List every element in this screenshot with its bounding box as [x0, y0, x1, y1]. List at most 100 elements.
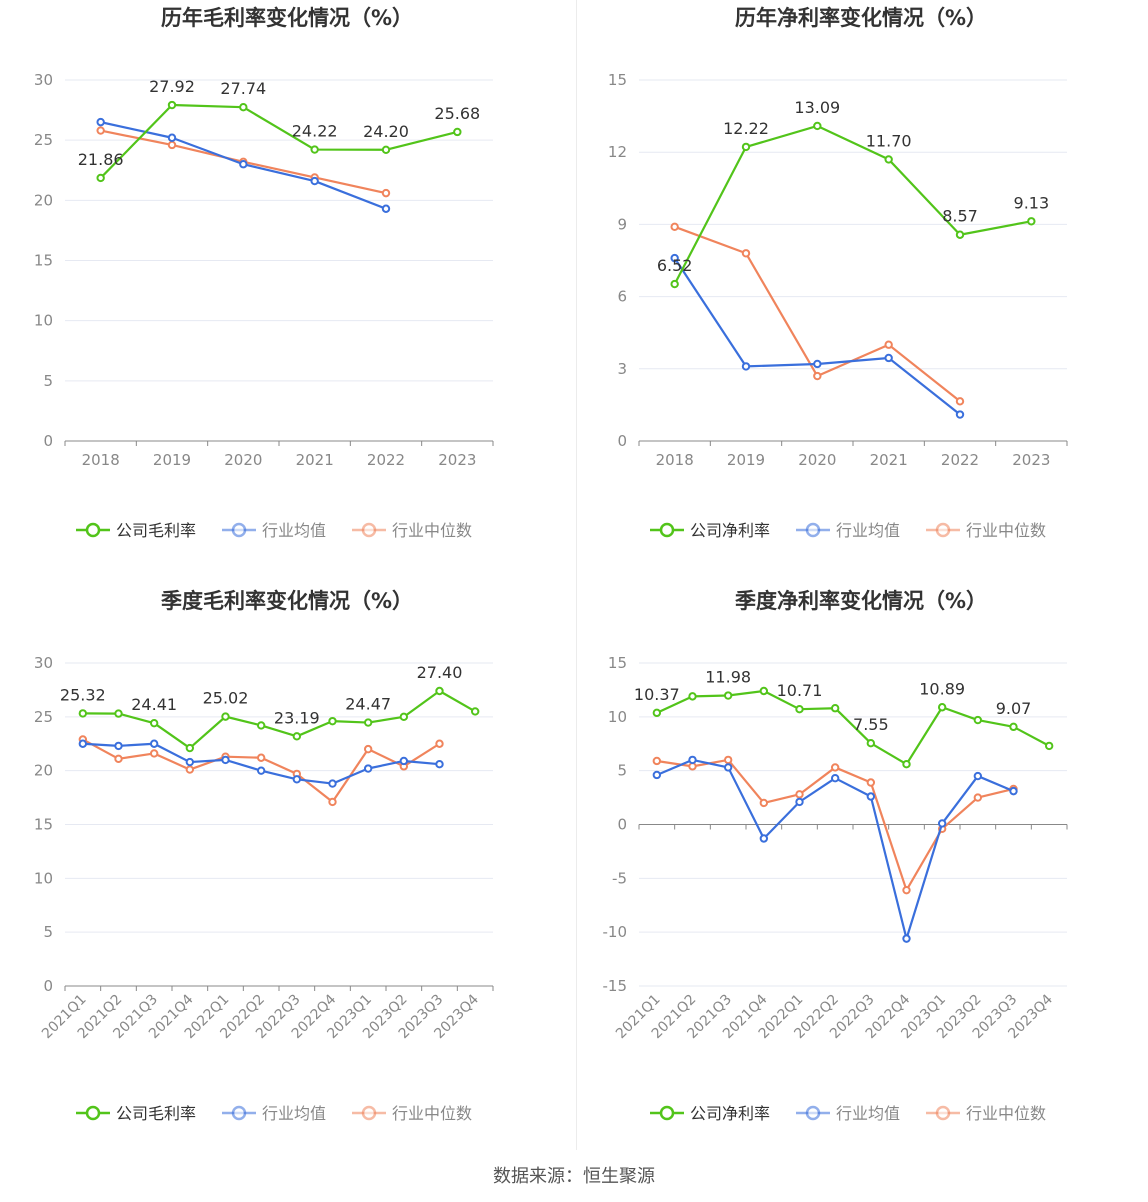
data-point	[902, 885, 911, 895]
series-line-0	[99, 103, 458, 179]
legend-label: 公司毛利率	[116, 521, 196, 540]
legend-marker	[805, 1105, 821, 1121]
data-point	[652, 708, 662, 718]
data-label: 7.55	[853, 715, 889, 734]
data-point	[670, 279, 679, 289]
data-point	[688, 762, 697, 771]
data-point	[795, 797, 804, 807]
x-tick-label: 2020	[798, 451, 836, 469]
data-point	[328, 797, 337, 807]
data-point	[292, 732, 302, 741]
data-point	[866, 792, 876, 801]
data-point	[973, 793, 983, 802]
data-point	[795, 790, 804, 799]
x-tick-label: 2019	[153, 451, 191, 469]
series-line-1	[82, 742, 440, 785]
data-point	[688, 692, 697, 701]
y-tick-label: 0	[617, 432, 627, 450]
data-point	[167, 140, 177, 150]
y-tick-label: 3	[617, 360, 627, 378]
data-point	[149, 749, 159, 758]
data-point	[435, 760, 444, 769]
data-label: 10.89	[919, 679, 965, 698]
x-tick-label: 2022	[367, 451, 405, 469]
y-tick-label: 6	[617, 288, 627, 306]
data-point	[670, 222, 679, 232]
legend-label: 行业中位数	[966, 1104, 1046, 1123]
data-point	[96, 173, 105, 183]
legend-item: 行业中位数	[926, 521, 1046, 540]
data-point	[652, 770, 662, 780]
data-label: 24.41	[131, 695, 177, 714]
chart0-svg: 历年毛利率变化情况（%） 0 5 10 15 20 25 30 2018 2019 2020 2021…	[34, 6, 494, 540]
y-tick-label: -5	[612, 869, 627, 887]
y-tick-label: -15	[603, 977, 628, 995]
data-point	[741, 362, 751, 371]
legend-marker	[659, 522, 675, 538]
data-point	[1009, 786, 1018, 796]
data-label: 24.20	[363, 122, 409, 141]
y-tick-label: 15	[34, 252, 53, 270]
y-tick-label: 0	[43, 977, 53, 995]
data-point	[813, 371, 822, 381]
data-point	[795, 704, 804, 714]
legend-item: 公司净利率	[650, 1104, 770, 1123]
legend-label: 公司毛利率	[116, 1104, 196, 1123]
data-point	[937, 819, 947, 828]
y-tick-label: 10	[608, 708, 627, 726]
y-tick-label: 25	[34, 708, 53, 726]
data-point	[78, 739, 88, 748]
data-point	[973, 715, 983, 725]
data-point	[221, 755, 230, 765]
data-point	[830, 704, 840, 713]
legend-marker	[659, 1105, 675, 1121]
chart-title: 历年毛利率变化情况（%）	[161, 6, 413, 30]
data-label: 23.19	[274, 708, 320, 727]
data-point	[1027, 217, 1036, 226]
x-tick-label: 2020	[224, 451, 262, 469]
data-point	[149, 739, 159, 748]
y-tick-label: 30	[34, 71, 53, 89]
legend-marker	[935, 522, 951, 538]
data-point	[399, 756, 409, 766]
data-point	[1044, 741, 1054, 751]
data-point	[1009, 722, 1018, 732]
chart-title: 季度毛利率变化情况（%）	[161, 589, 413, 613]
legend-item: 行业均值	[222, 521, 326, 540]
data-point	[114, 754, 123, 764]
data-point	[435, 686, 444, 696]
data-point	[741, 249, 751, 258]
legend-item: 行业均值	[796, 1104, 900, 1123]
legend-marker	[935, 1105, 951, 1121]
data-point	[328, 779, 337, 788]
legend-marker	[805, 522, 821, 538]
data-point	[688, 755, 697, 765]
data-label: 21.86	[78, 150, 124, 169]
y-tick-label: 0	[43, 432, 53, 450]
data-label: 9.13	[1014, 193, 1050, 212]
data-point	[670, 253, 679, 263]
data-point	[239, 102, 248, 112]
legend-label: 行业均值	[262, 1104, 326, 1123]
data-point	[78, 709, 88, 718]
data-label: 6.52	[657, 256, 693, 275]
data-label: 10.37	[634, 685, 680, 704]
series-line-1	[673, 257, 961, 416]
y-tick-label: 25	[34, 131, 53, 149]
y-tick-label: 15	[34, 816, 53, 834]
x-tick-label: 2021	[870, 451, 908, 469]
data-point	[902, 934, 911, 943]
legend-item: 公司净利率	[650, 521, 770, 540]
chart-title: 季度净利率变化情况（%）	[735, 589, 987, 613]
chart3-svg: 季度净利率变化情况（%）-15-10-50510152021Q12021Q220…	[603, 589, 1068, 1123]
legend-item: 行业均值	[796, 521, 900, 540]
data-point	[381, 145, 391, 154]
legend-item: 行业中位数	[352, 1104, 472, 1123]
series-line-0	[656, 689, 1050, 766]
x-tick-label: 2018	[82, 451, 120, 469]
chart-annual-gross-margin: 历年毛利率变化情况（%） 0 5 10 15 20 25 30 2018 2019 2020 2021…	[0, 0, 574, 580]
chart1-svg: 历年净利率变化情况（%） 0 3 6 9 12 15 2018 2019 2020 2021 2022…	[608, 6, 1068, 540]
data-point	[185, 757, 195, 767]
legend-label: 行业中位数	[966, 521, 1046, 540]
data-point	[813, 121, 822, 131]
